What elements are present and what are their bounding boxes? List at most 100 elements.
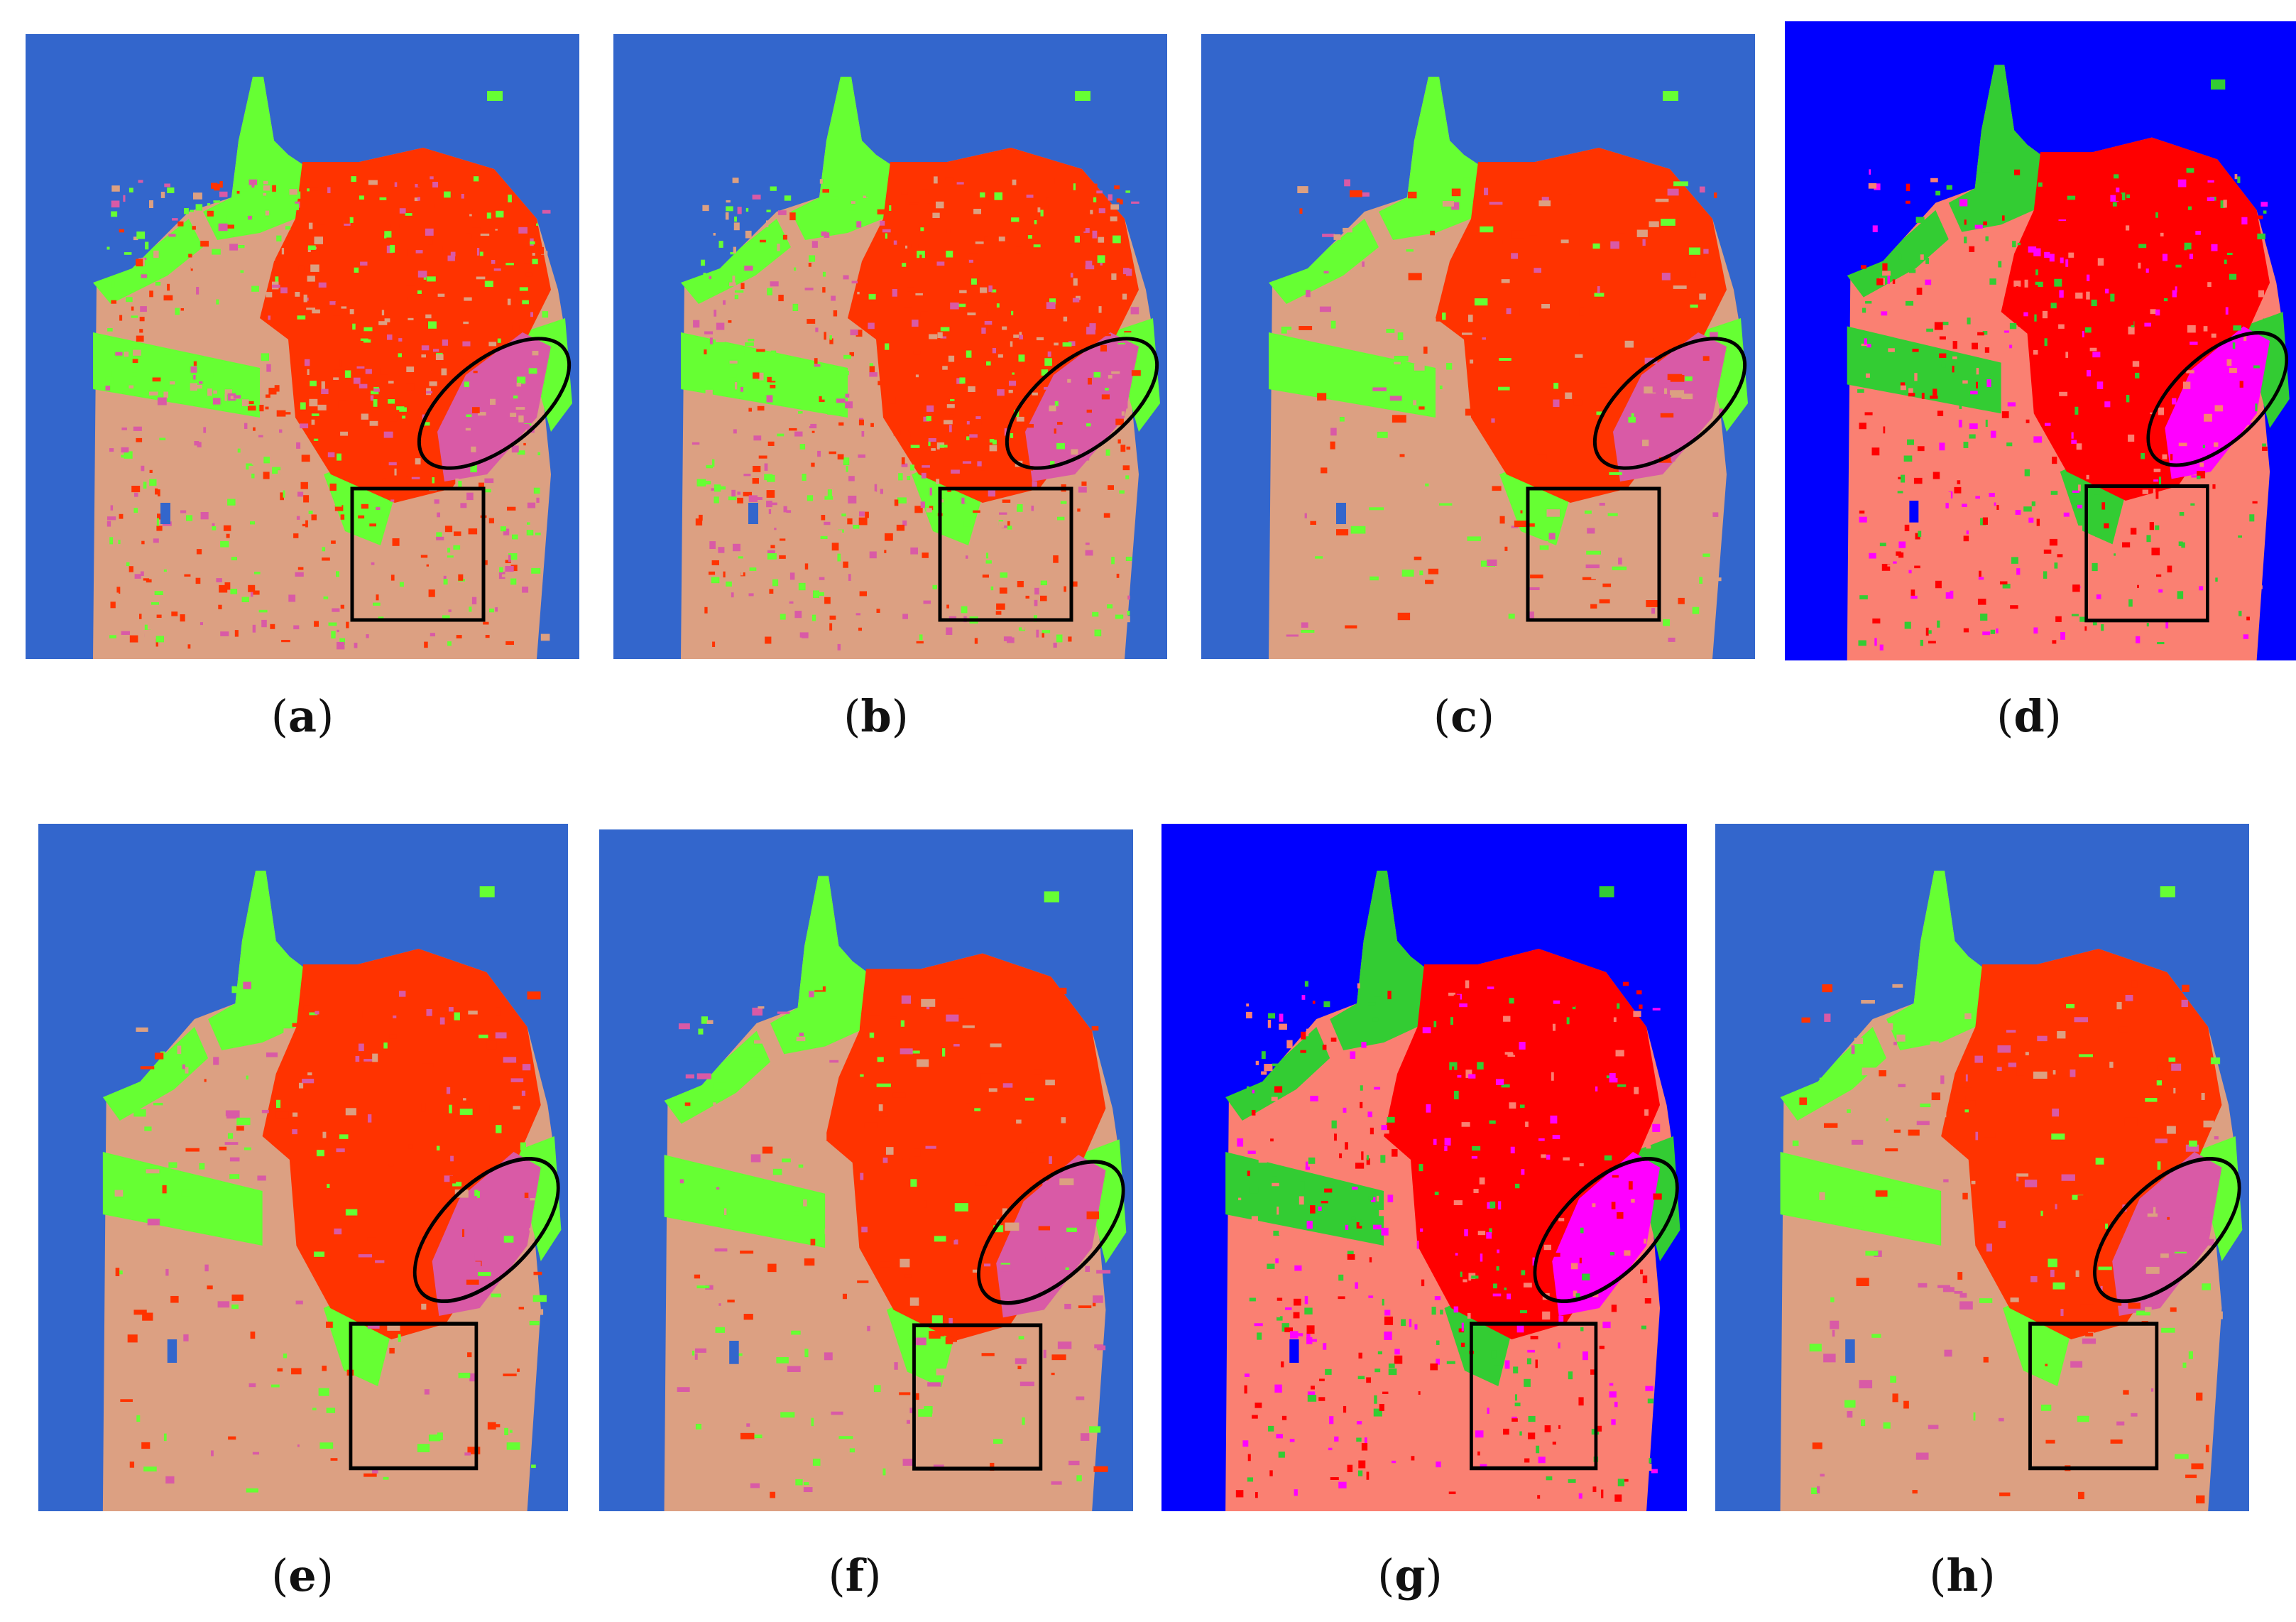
noise-speck [1538,200,1551,207]
noise-speck [1655,198,1669,202]
noise-speck [159,437,166,440]
noise-speck [2144,322,2151,327]
noise-speck [1247,1477,1254,1482]
noise-speck [922,465,930,468]
noise-speck [848,574,851,581]
noise-speck [936,1368,948,1376]
noise-speck [1438,503,1453,506]
noise-speck [1468,1478,1472,1486]
noise-speck [1467,1312,1471,1319]
noise-speck [900,1020,904,1027]
noise-speck [2158,407,2164,415]
noise-speck [829,615,836,620]
noise-speck [180,510,187,513]
noise-speck [1086,327,1095,334]
noise-speck [1934,322,1943,330]
noise-speck [1907,439,1915,445]
noise-speck [141,465,145,472]
noise-speck [1600,561,1605,567]
noise-speck [220,540,229,548]
noise-speck [444,1175,453,1182]
noise-speck [868,491,876,496]
noise-speck [1957,480,1961,484]
noise-speck [1274,1384,1282,1393]
noise-speck [2199,575,2206,581]
noise-speck [1496,1266,1499,1271]
noise-speck [1366,1155,1370,1160]
noise-speck [850,1025,860,1030]
noise-speck [201,578,205,586]
noise-speck [311,413,319,416]
noise-speck [849,1448,855,1453]
noise-speck [163,295,173,301]
noise-speck [1027,1207,1031,1214]
noise-speck [383,1043,388,1049]
noise-speck [119,229,124,233]
noise-speck [794,431,803,437]
noise-speck [362,1011,367,1018]
noise-speck [1587,528,1595,534]
noise-speck [1017,581,1024,587]
noise-speck [1366,1377,1372,1383]
panel-e [38,824,568,1511]
noise-speck [477,1190,481,1199]
noise-speck [383,1476,389,1480]
noise-speck [1426,1104,1431,1113]
noise-speck [196,568,204,571]
noise-speck [379,197,387,200]
noise-speck [869,372,878,377]
noise-speck [758,455,767,459]
noise-speck [1338,1153,1343,1158]
noise-speck [1474,298,1488,306]
noise-speck [1930,462,1934,464]
noise-speck [388,399,395,404]
noise-speck [924,1200,927,1208]
noise-speck [384,231,392,238]
noise-speck [950,398,955,401]
noise-speck [292,1023,305,1027]
noise-speck [1369,1257,1372,1263]
noise-speck [2017,242,2021,246]
noise-speck [193,361,197,366]
noise-speck [1247,1086,1250,1094]
noise-speck [1411,1456,1415,1461]
noise-speck [1091,1025,1099,1031]
noise-speck [144,1126,152,1131]
noise-speck [1519,562,1527,570]
noise-speck [848,476,855,481]
noise-speck [1974,1055,1983,1063]
noise-speck [428,589,435,597]
noise-speck [819,1133,827,1141]
developed-region [996,1155,1106,1318]
island-vegetation [479,886,495,898]
noise-speck [922,189,929,195]
noise-speck [874,587,882,592]
caption-h: (h) [1929,1550,1996,1601]
noise-speck [962,1025,975,1028]
noise-speck [860,1172,864,1180]
noise-speck [787,1366,801,1372]
noise-speck [963,521,972,527]
noise-speck [1569,1424,1575,1430]
vegetation-park-strip [664,1155,826,1248]
noise-speck [446,1087,451,1094]
noise-speck [532,351,539,356]
noise-speck [1268,1425,1274,1432]
noise-speck [2092,621,2097,626]
noise-speck [140,306,147,312]
noise-speck [2055,1204,2057,1209]
noise-speck [2052,1069,2056,1075]
noise-speck [1276,1434,1283,1439]
noise-speck [140,1066,155,1069]
noise-speck [679,1179,684,1184]
noise-speck [2016,1173,2029,1177]
noise-speck [466,1279,479,1285]
noise-speck [1615,1050,1624,1057]
noise-speck [231,1294,244,1301]
noise-speck [877,209,885,214]
noise-speck [1003,636,1012,641]
noise-speck [154,1052,164,1060]
noise-speck [2128,1302,2141,1309]
noise-speck [953,464,960,467]
noise-speck [436,532,442,540]
